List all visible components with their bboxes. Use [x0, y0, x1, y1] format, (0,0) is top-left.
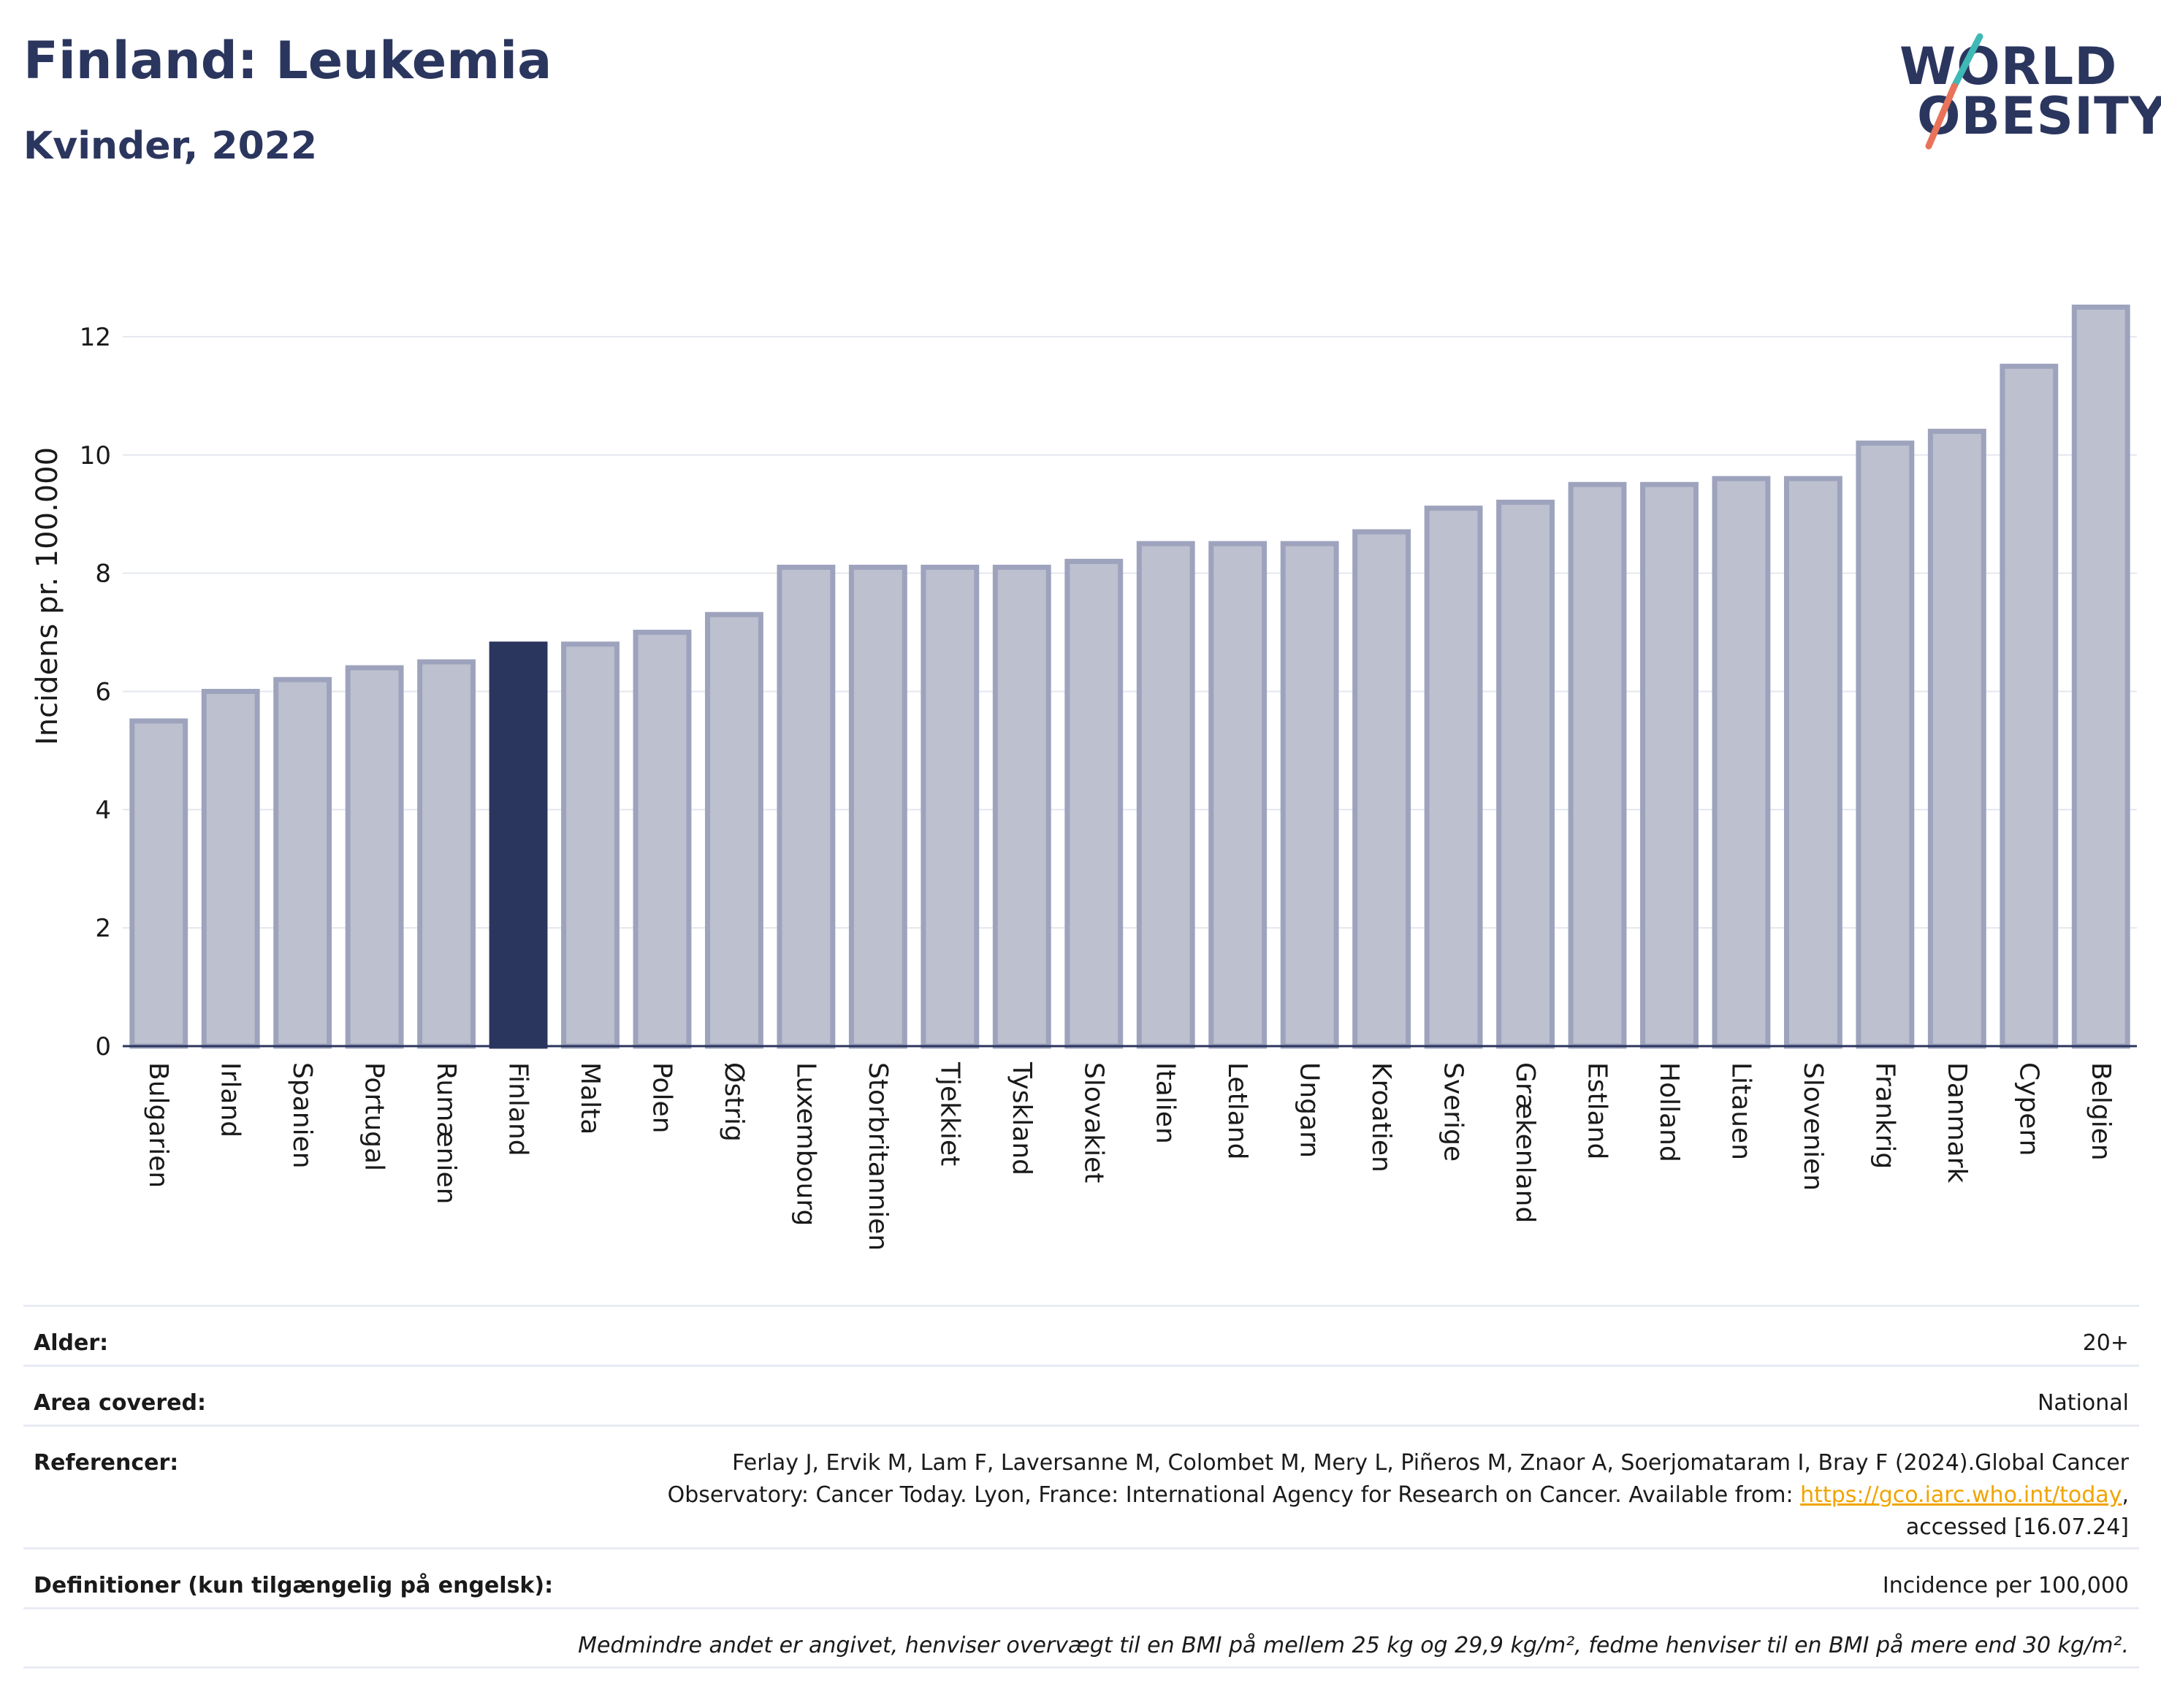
y-axis-label: Incidens pr. 100.000	[31, 447, 64, 745]
x-tick-label: Finland	[503, 1062, 533, 1156]
meta-row-area: Area covered: National	[23, 1365, 2139, 1425]
bar-Estland	[1568, 481, 1627, 1049]
bar-Rumænien	[417, 659, 476, 1049]
references-link[interactable]: https://gco.iarc.who.int/today	[1800, 1482, 2122, 1508]
bar-Litauen	[1712, 476, 1771, 1049]
y-tick-label: 6	[95, 677, 111, 706]
bar-Tyskland	[992, 565, 1051, 1049]
logo-text-line1: WORLD	[1899, 37, 2118, 96]
bar-Frankrig	[1856, 441, 1915, 1049]
bar-Spanien	[273, 676, 332, 1049]
y-tick-labels: 0 2 4 6 8 10 12	[80, 323, 111, 1061]
x-tick-label: Grækenland	[1510, 1062, 1540, 1223]
x-tick-label: Rumænien	[431, 1062, 461, 1204]
bmi-footnote: Medmindre andet er angivet, henviser ove…	[578, 1633, 2129, 1658]
y-tick-label: 2	[95, 914, 111, 943]
meta-row-age: Alder: 20+	[23, 1305, 2139, 1365]
bar-Storbritannien	[848, 565, 907, 1049]
y-tick-label: 12	[80, 323, 111, 352]
logo-slash-icon	[1925, 33, 1983, 150]
bar-Portugal	[345, 665, 404, 1049]
bar-Polen	[633, 630, 692, 1049]
x-tick-labels: Bulgarien Irland Spanien Portugal Rumænien Fi…	[143, 1061, 2116, 1251]
bar-Danmark	[1927, 428, 1986, 1049]
x-tick-label: Luxembourg	[790, 1062, 820, 1226]
x-tick-label: Storbritannien	[863, 1062, 893, 1251]
references-label: Referencer:	[34, 1450, 179, 1476]
y-tick-label: 0	[95, 1032, 111, 1061]
logo-text-line2: OBESITY	[1917, 86, 2161, 146]
bar-Letland	[1208, 541, 1268, 1049]
bar-Belgien	[2071, 304, 2130, 1049]
bar-Ungarn	[1280, 541, 1339, 1049]
bars	[129, 304, 2130, 1049]
x-tick-label: Portugal	[359, 1062, 389, 1171]
x-tick-label: Bulgarien	[143, 1062, 173, 1188]
bar-Irland	[201, 688, 260, 1049]
page-subtitle: Kvinder, 2022	[23, 124, 318, 168]
bar-Holland	[1640, 481, 1699, 1049]
bar-Sverige	[1424, 506, 1483, 1049]
bar-Østrig	[705, 611, 763, 1049]
bar-Kroatien	[1352, 529, 1411, 1049]
x-tick-label: Irland	[216, 1062, 245, 1137]
bar-Italien	[1136, 541, 1195, 1049]
references-text: Ferlay J, Ervik M, Lam F, Laversanne M, …	[667, 1450, 2129, 1508]
y-tick-label: 4	[95, 796, 111, 825]
meta-row-references: Referencer: Ferlay J, Ervik M, Lam F, La…	[23, 1425, 2139, 1547]
meta-row-definitions: Definitioner (kun tilgængelig på engelsk…	[23, 1547, 2139, 1607]
y-tick-label: 10	[80, 441, 111, 470]
references-value: Ferlay J, Ervik M, Lam F, Laversanne M, …	[631, 1447, 2129, 1544]
meta-row-note: Medmindre andet er angivet, henviser ove…	[23, 1607, 2139, 1669]
area-value: National	[2037, 1390, 2129, 1416]
definitions-label: Definitioner (kun tilgængelig på engelsk…	[34, 1573, 554, 1598]
definitions-value: Incidence per 100,000	[1882, 1573, 2129, 1598]
x-tick-label: Slovakiet	[1078, 1062, 1108, 1183]
references-text-end: , accessed [16.07.24]	[1905, 1482, 2129, 1540]
x-tick-label: Malta	[575, 1062, 605, 1135]
bar-Malta	[561, 641, 620, 1049]
area-label: Area covered:	[34, 1390, 206, 1416]
bar-Slovakiet	[1064, 558, 1124, 1049]
x-tick-label: Ungarn	[1295, 1062, 1325, 1158]
x-tick-label: Østrig	[719, 1062, 749, 1142]
bar-Finland	[489, 641, 548, 1049]
bar-Grækenland	[1496, 500, 1555, 1049]
bar-Cypern	[2000, 363, 2059, 1049]
x-tick-label: Danmark	[1942, 1062, 1972, 1183]
x-tick-label: Litauen	[1726, 1062, 1756, 1160]
x-tick-label: Frankrig	[1870, 1062, 1899, 1169]
y-tick-label: 8	[95, 560, 111, 589]
page-title: Finland: Leukemia	[23, 31, 552, 91]
x-tick-label: Belgien	[2086, 1062, 2116, 1161]
x-tick-label: Tjekkiet	[934, 1061, 964, 1166]
x-tick-label: Italien	[1151, 1062, 1181, 1144]
x-tick-label: Cypern	[2013, 1062, 2043, 1156]
bar-chart: 0 2 4 6 8 10 12 Bulgarien Irland Spanien Portugal…	[31, 304, 2137, 1251]
x-tick-label: Sverige	[1438, 1062, 1468, 1162]
bar-Tjekkiet	[921, 565, 980, 1049]
metadata-table: Alder: 20+ Area covered: National Refere…	[23, 1305, 2139, 1669]
bar-Slovenien	[1783, 476, 1842, 1049]
x-tick-label: Slovenien	[1798, 1062, 1828, 1191]
bar-Bulgarien	[129, 718, 188, 1049]
x-tick-label: Holland	[1654, 1062, 1684, 1162]
world-obesity-logo: WORLD OBESITY	[1899, 29, 2161, 161]
x-tick-label: Estland	[1582, 1062, 1612, 1159]
age-label: Alder:	[34, 1330, 109, 1356]
bar-Luxembourg	[777, 565, 836, 1049]
x-tick-label: Spanien	[287, 1062, 317, 1169]
x-tick-label: Polen	[647, 1062, 676, 1133]
x-tick-label: Tyskland	[1007, 1061, 1037, 1175]
x-tick-label: Letland	[1222, 1062, 1252, 1159]
x-tick-label: Kroatien	[1366, 1062, 1396, 1173]
age-value: 20+	[2082, 1330, 2129, 1356]
